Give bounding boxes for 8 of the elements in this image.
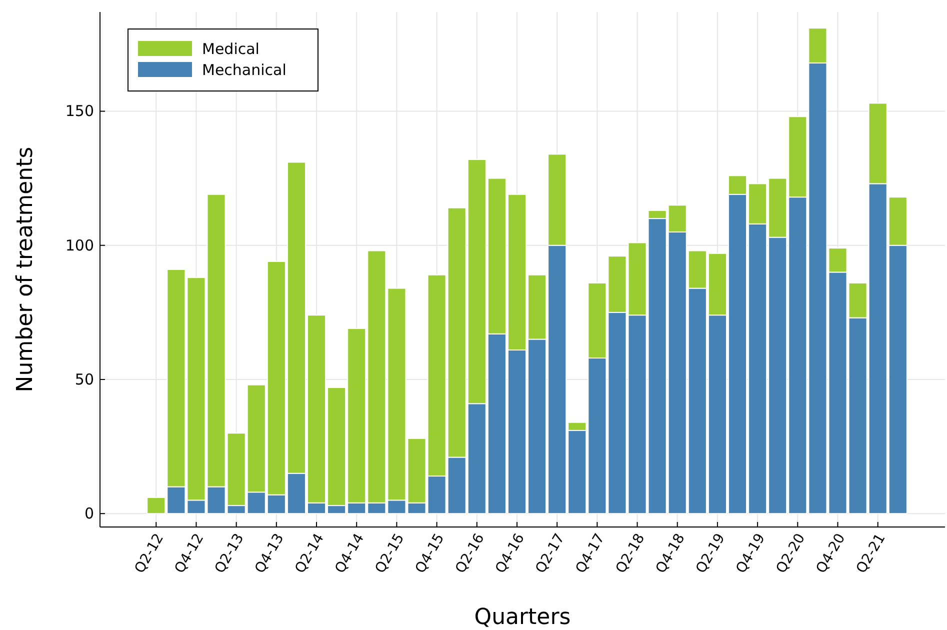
y-tick-label: 150 bbox=[65, 102, 94, 120]
y-tick-label: 100 bbox=[65, 236, 94, 254]
x-axis-title: Quarters bbox=[474, 605, 571, 630]
y-tick-label: 50 bbox=[74, 370, 94, 388]
legend-label: Medical bbox=[202, 40, 260, 58]
y-axis-title: Number of treatments bbox=[13, 146, 38, 392]
y-tick-label: 0 bbox=[84, 504, 94, 523]
legend-label: Mechanical bbox=[202, 61, 286, 79]
